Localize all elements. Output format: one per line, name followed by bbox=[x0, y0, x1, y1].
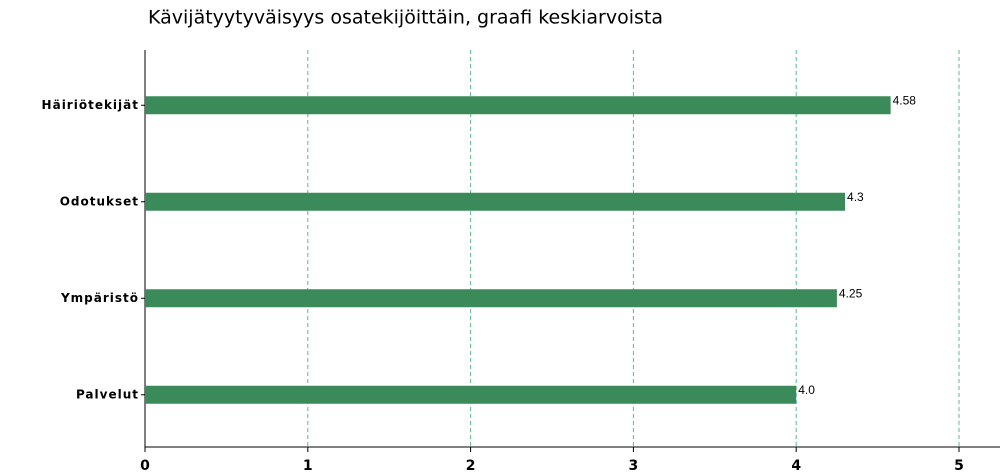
bar bbox=[145, 192, 846, 211]
y-tick-label: Odotukset bbox=[60, 194, 139, 208]
y-tick-label: Häiriötekijät bbox=[42, 98, 139, 112]
value-label: 4.0 bbox=[798, 383, 815, 397]
y-tick-label: Palvelut bbox=[76, 387, 139, 401]
x-tick-label: 4 bbox=[791, 458, 801, 474]
value-label: 4.25 bbox=[839, 286, 863, 300]
value-label: 4.3 bbox=[847, 190, 864, 204]
chart-title: Kävijätyytyväisyys osatekijöittäin, graa… bbox=[148, 7, 663, 29]
x-tick-label: 3 bbox=[629, 458, 639, 474]
bar bbox=[145, 289, 837, 308]
value-label: 4.58 bbox=[893, 93, 917, 107]
x-tick-label: 2 bbox=[466, 458, 476, 474]
x-tick-label: 0 bbox=[140, 458, 150, 474]
x-tick-label: 1 bbox=[303, 458, 313, 474]
x-tick-label: 5 bbox=[954, 458, 964, 474]
bar bbox=[145, 96, 891, 115]
y-tick-label: Ympäristö bbox=[60, 291, 139, 305]
bar bbox=[145, 385, 797, 404]
